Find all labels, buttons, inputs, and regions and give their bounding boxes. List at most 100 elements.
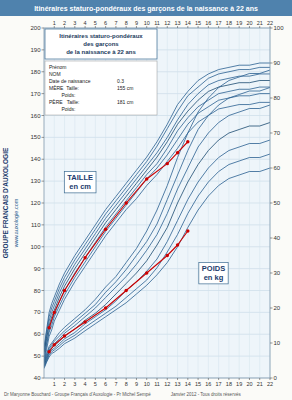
series-line [44, 81, 270, 354]
patient-label: Poids: [49, 106, 75, 112]
patient-label: NOM [49, 71, 61, 77]
y2-tick-label: 100 [274, 25, 285, 31]
y-tick [42, 159, 45, 160]
y-tick [42, 28, 45, 29]
x-tick-label-top: 22 [267, 20, 273, 26]
y-tick [42, 356, 45, 357]
x-tick [85, 378, 86, 380]
series-line [44, 123, 270, 366]
series-line [49, 231, 188, 352]
annotations: Itinéraires staturo-pondérauxdes garçons… [2, 29, 241, 397]
x-tick-label: 9 [135, 381, 138, 387]
series-point [53, 343, 56, 346]
taille-label-frame [64, 171, 96, 193]
x-tick-top [85, 26, 86, 28]
y2-tick-label: 30 [274, 270, 281, 276]
y2-tick [270, 343, 273, 344]
y-tick-label: 190 [30, 47, 41, 53]
x-tick-label: 21 [257, 381, 263, 387]
x-tick-label: 4 [84, 381, 87, 387]
x-tick-label-top: 9 [135, 20, 138, 26]
x-tick-label-top: 8 [125, 20, 128, 26]
series-point [83, 320, 86, 323]
y-tick-label: 90 [34, 266, 41, 272]
x-tick [126, 378, 127, 380]
x-tick [167, 378, 168, 380]
y-tick-label: 160 [30, 113, 41, 119]
y2-tick [270, 168, 273, 169]
y-tick-label: 70 [34, 309, 41, 315]
y-tick-label: 180 [30, 69, 41, 75]
x-tick-top [208, 26, 209, 28]
grid-line-x [167, 28, 168, 378]
x-tick-label: 12 [164, 381, 170, 387]
footer: Dr Maryonne Bouchard - Groupe Français d… [4, 392, 241, 397]
series-point [104, 228, 107, 231]
x-tick [157, 378, 158, 380]
y-tick [42, 246, 45, 247]
title: Itinéraires staturo-pondéraux des garçon… [34, 5, 258, 13]
series-point [166, 162, 169, 165]
info-box-text-line: des garçons [83, 41, 119, 47]
x-tick-top [136, 26, 137, 28]
y-tick [42, 290, 45, 291]
y2-tick [270, 203, 273, 204]
x-tick-top [187, 26, 188, 28]
taille-label-text-line: en cm [69, 182, 91, 191]
x-tick [228, 378, 229, 380]
axes: 4050607080901001101201301401501601701801… [30, 20, 284, 387]
series-line [44, 88, 270, 364]
y2-tick [270, 63, 273, 64]
plot-frame [44, 28, 270, 378]
series-point [63, 289, 66, 292]
x-tick-label-top: 10 [144, 20, 150, 26]
poids-label: POIDSen kg [199, 262, 228, 284]
y-tick-label: 200 [30, 25, 41, 31]
x-tick-label-top: 13 [174, 20, 180, 26]
poids-label-text-line: en kg [204, 273, 224, 282]
x-tick-label: 6 [104, 381, 107, 387]
series-point [124, 289, 127, 292]
x-tick-label: 10 [144, 381, 150, 387]
x-tick-label-top: 17 [216, 20, 222, 26]
x-tick [198, 378, 199, 380]
y2-tick [270, 98, 273, 99]
x-tick-top [115, 26, 116, 28]
y-tick-label: 120 [30, 200, 41, 206]
y2-tick-label: 40 [274, 235, 281, 241]
poids-label-text: POIDSen kg [202, 264, 225, 282]
y-tick [42, 378, 45, 379]
header-bar [0, 0, 292, 16]
patient-value: 0.3 [117, 78, 124, 84]
series-point [53, 311, 56, 314]
x-tick [177, 378, 178, 380]
series-point [166, 254, 169, 257]
series-line [44, 105, 270, 364]
x-tick-label: 20 [246, 381, 252, 387]
series-line [44, 94, 270, 361]
x-tick [74, 378, 75, 380]
y2-tick [270, 238, 273, 239]
x-tick-top [228, 26, 229, 28]
patient-label: MÈRE Taille: [49, 85, 79, 91]
y2-tick-label: 60 [274, 165, 281, 171]
x-tick-label-top: 21 [257, 20, 263, 26]
series-line [49, 142, 188, 328]
y-tick-label: 100 [30, 244, 41, 250]
patient-value: 181 cm [117, 99, 133, 105]
x-tick-label-top: 3 [73, 20, 76, 26]
x-tick-label: 15 [195, 381, 201, 387]
x-tick-label: 18 [226, 381, 232, 387]
x-tick-label-top: 12 [164, 20, 170, 26]
series-point [186, 229, 189, 232]
y2-tick-label: 10 [274, 340, 281, 346]
x-tick-top [157, 26, 158, 28]
x-tick-top [95, 26, 96, 28]
x-tick-label-top: 5 [94, 20, 97, 26]
y-tick [42, 312, 45, 313]
series-point [124, 201, 127, 204]
series-point [145, 271, 148, 274]
grid [44, 28, 270, 378]
patient-label: PÈRE Taille: [49, 99, 79, 105]
y-tick-label: 110 [31, 222, 41, 228]
